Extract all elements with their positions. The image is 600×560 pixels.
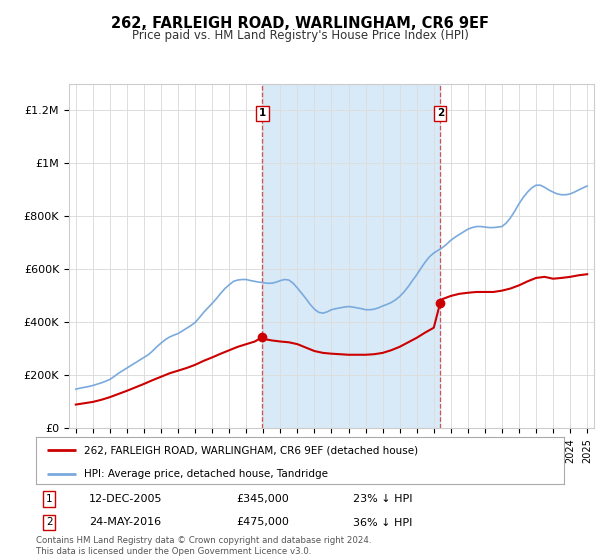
Text: HPI: Average price, detached house, Tandridge: HPI: Average price, detached house, Tand…	[83, 469, 328, 479]
Bar	[262, 84, 440, 428]
Text: 1: 1	[259, 108, 266, 118]
Text: 24-MAY-2016: 24-MAY-2016	[89, 517, 161, 528]
Text: 1: 1	[46, 494, 53, 504]
Text: Price paid vs. HM Land Registry's House Price Index (HPI): Price paid vs. HM Land Registry's House …	[131, 29, 469, 42]
Text: 12-DEC-2005: 12-DEC-2005	[89, 494, 162, 504]
Text: 2: 2	[437, 108, 444, 118]
Text: £475,000: £475,000	[236, 517, 290, 528]
Text: 23% ↓ HPI: 23% ↓ HPI	[353, 494, 412, 504]
Text: 262, FARLEIGH ROAD, WARLINGHAM, CR6 9EF (detached house): 262, FARLEIGH ROAD, WARLINGHAM, CR6 9EF …	[83, 445, 418, 455]
Text: 36% ↓ HPI: 36% ↓ HPI	[353, 517, 412, 528]
Text: 2: 2	[46, 517, 53, 528]
Text: £345,000: £345,000	[236, 494, 289, 504]
Text: 262, FARLEIGH ROAD, WARLINGHAM, CR6 9EF: 262, FARLEIGH ROAD, WARLINGHAM, CR6 9EF	[111, 16, 489, 31]
Text: Contains HM Land Registry data © Crown copyright and database right 2024.
This d: Contains HM Land Registry data © Crown c…	[36, 536, 371, 556]
